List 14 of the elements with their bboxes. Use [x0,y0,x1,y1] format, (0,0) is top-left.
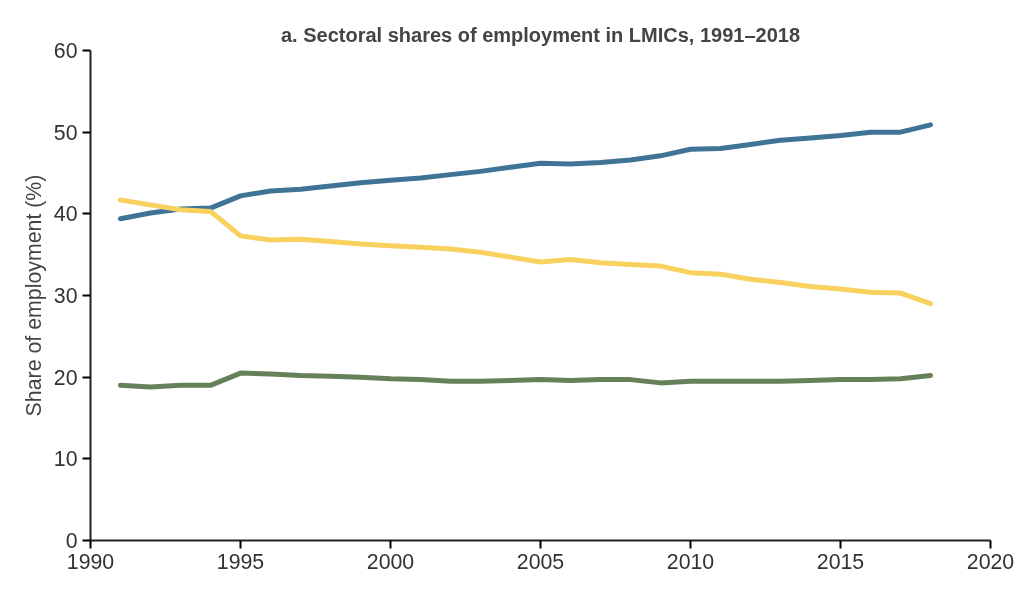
y-tick-label: 50 [53,120,78,145]
x-tick-label: 2020 [966,549,1015,574]
y-tick-label: 20 [53,365,78,390]
x-tick-label: 2000 [366,549,415,574]
y-axis-title: Share of employment (%) [21,174,46,417]
x-tick-label: 2015 [816,549,865,574]
x-tick-label: 2005 [516,549,565,574]
x-tick-label: 1995 [216,549,265,574]
y-tick-label: 60 [53,39,78,63]
chart-title: a. Sectoral shares of employment in LMICs, 1991–2018 [280,23,801,46]
x-tick-label: 2010 [666,549,715,574]
y-tick-label: 30 [53,284,78,308]
y-tick-label: 40 [53,202,78,227]
y-tick-label: 10 [53,447,78,472]
